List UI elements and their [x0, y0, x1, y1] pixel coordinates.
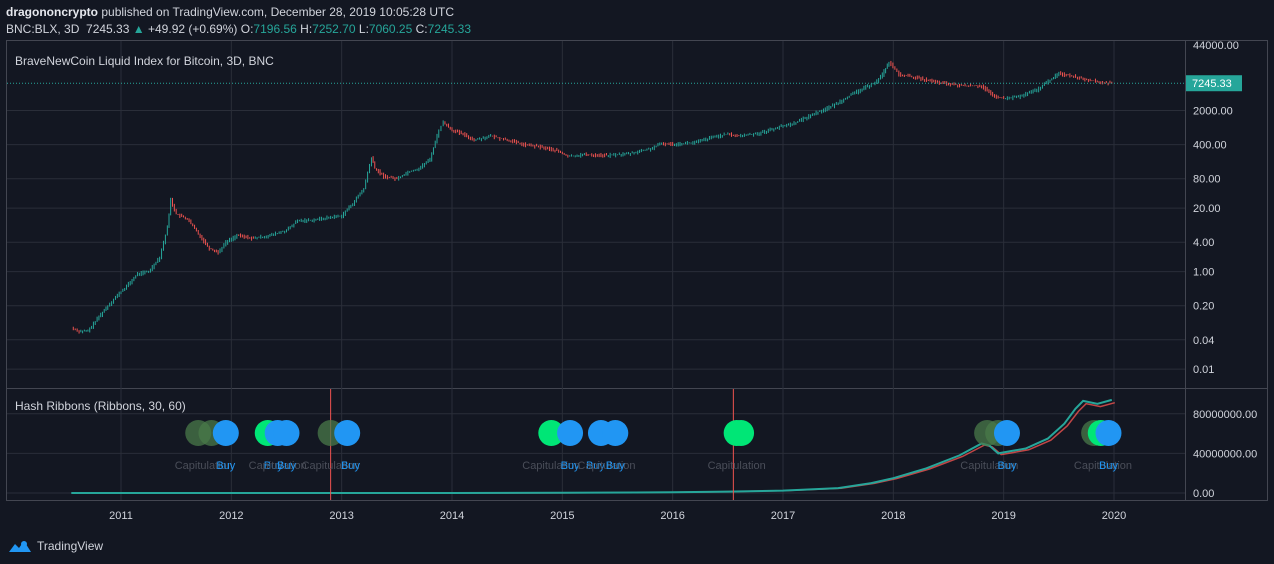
open-value: 7196.56: [253, 22, 297, 36]
brand-name: TradingView: [37, 539, 104, 553]
x-tick-label: 2017: [771, 510, 795, 522]
capitulation-label: Capitulation: [1074, 460, 1132, 472]
close-value: 7245.33: [427, 22, 472, 36]
chart-header: dragononcrypto published on TradingView.…: [6, 4, 471, 38]
price-change: +49.92 (+0.69%): [148, 22, 238, 36]
symbol-label[interactable]: BNC:BLX, 3D: [6, 22, 80, 36]
last-price-badge: [1186, 75, 1242, 92]
buy-label: Buy: [997, 460, 1016, 472]
x-tick-label: 2011: [109, 510, 133, 522]
indicator-pane-title: Hash Ribbons (Ribbons, 30, 60): [15, 399, 186, 413]
signal-bubble: [993, 420, 1020, 446]
y-tick-label: 40000000.00: [1193, 448, 1257, 460]
signal-bubble: [1095, 420, 1122, 446]
x-tick-label: 2012: [219, 510, 243, 522]
last-price-badge-label: 7245.33: [1192, 78, 1232, 90]
hash-ribbon-slow: [74, 401, 1115, 494]
signal-bubble: [212, 420, 239, 446]
high-label: H:: [300, 22, 313, 36]
buy-label: Buy: [1099, 460, 1118, 472]
capitulation-label: Capitulation: [577, 460, 635, 472]
author-name[interactable]: dragononcrypto: [6, 5, 98, 19]
axis-ticks: 2011 2012 2013 2014 2015 2016 2017 2018 2019 2020…: [109, 40, 1257, 522]
low-value: 7060.25: [368, 22, 413, 36]
signal-bubble: [602, 420, 629, 446]
change-arrow-icon: ▲: [132, 22, 145, 36]
y-tick-label: 2000.00: [1193, 106, 1233, 118]
ohlc-line: BNC:BLX, 3D 7245.33 ▲ +49.92 (+0.69%) O:…: [6, 21, 471, 38]
buy-label: Buy: [264, 460, 283, 472]
buy-label: Buy: [606, 460, 625, 472]
y-tick-label: 4.00: [1193, 237, 1214, 249]
buy-label: Buy: [561, 460, 580, 472]
low-label: L:: [358, 22, 369, 36]
tradingview-brand[interactable]: TradingView: [8, 538, 103, 554]
y-tick-label: 1.00: [1193, 267, 1214, 279]
grid-lines: [7, 41, 1185, 500]
signal-bubble: [273, 420, 300, 446]
buy-label: Buy: [277, 460, 296, 472]
hash-series: [71, 389, 1115, 500]
signal-bubble: [538, 420, 565, 446]
y-tick-label: 20.00: [1193, 203, 1221, 215]
last-price: 7245.33: [86, 22, 130, 36]
signal-bubble: [728, 420, 755, 446]
capitulation-label: Capitulation: [522, 460, 580, 472]
y-tick-label: 0.04: [1193, 335, 1214, 347]
capitulation-label: Capitulation: [960, 460, 1018, 472]
price-series: 7245.33: [7, 60, 1242, 334]
close-label: C:: [415, 22, 428, 36]
x-tick-label: 2018: [881, 510, 905, 522]
x-tick-label: 2019: [991, 510, 1015, 522]
publish-line: dragononcrypto published on TradingView.…: [6, 4, 471, 21]
y-tick-label: 80.00: [1193, 174, 1221, 186]
publish-info: published on TradingView.com, December 2…: [101, 5, 455, 19]
signal-bubble: [557, 420, 584, 446]
capitulation-label: Capitulation: [249, 460, 307, 472]
capitulation-label: Capitulation: [302, 460, 360, 472]
main-pane-title: BraveNewCoin Liquid Index for Bitcoin, 3…: [15, 54, 274, 68]
high-value: 7252.70: [312, 22, 356, 36]
buy-label: Buy: [216, 460, 235, 472]
x-tick-label: 2016: [660, 510, 684, 522]
y-tick-label: 44000.00: [1193, 40, 1239, 52]
y-tick-label: 0.00: [1193, 488, 1214, 500]
signal-bubble: [334, 420, 361, 446]
buy-label: Buy: [341, 460, 360, 472]
buy-label: Buy: [586, 460, 605, 472]
x-tick-label: 2013: [329, 510, 353, 522]
open-label: O:: [240, 22, 254, 36]
capitulation-label: Capitulation: [175, 460, 233, 472]
x-tick-label: 2015: [550, 510, 574, 522]
tradingview-logo-icon: [9, 541, 31, 552]
capitulation-label: Capitulation: [708, 460, 766, 472]
x-tick-label: 2014: [440, 510, 464, 522]
x-tick-label: 2020: [1102, 510, 1126, 522]
y-tick-label: 80000000.00: [1193, 409, 1257, 421]
hash-ribbon-fast: [71, 398, 1113, 494]
y-tick-label: 0.20: [1193, 301, 1214, 313]
y-tick-label: 0.01: [1193, 364, 1214, 376]
y-tick-label: 400.00: [1193, 140, 1227, 152]
